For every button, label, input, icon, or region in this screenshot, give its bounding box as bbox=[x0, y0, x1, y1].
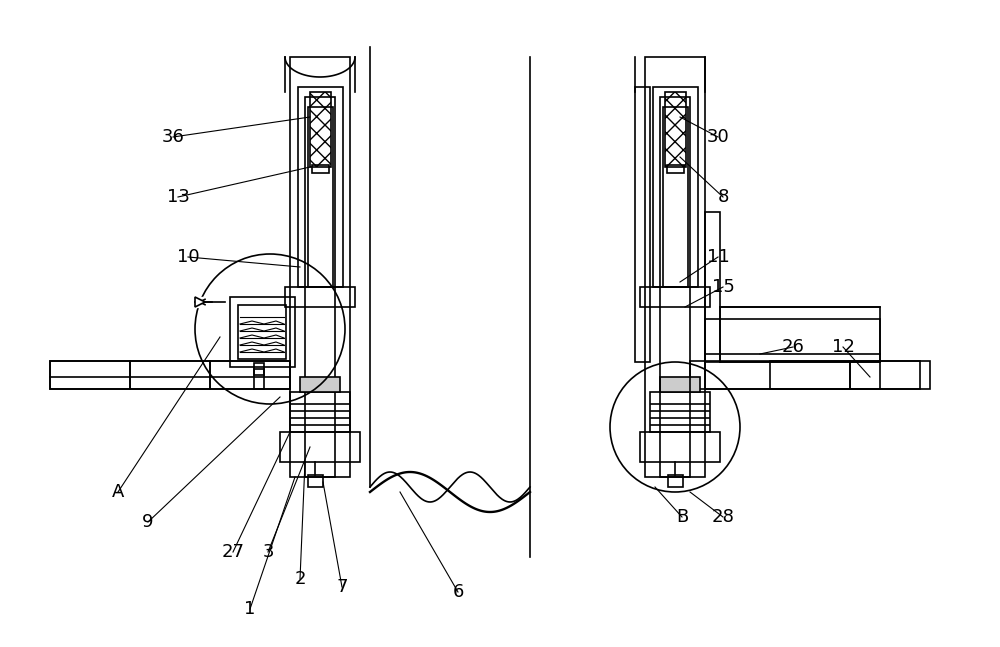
Bar bbox=[305, 97, 335, 477]
Bar bbox=[230, 297, 295, 367]
Bar bbox=[210, 361, 290, 389]
Bar bbox=[50, 361, 290, 389]
Bar bbox=[298, 87, 343, 287]
Bar bbox=[308, 475, 323, 487]
Bar bbox=[663, 107, 688, 287]
Bar bbox=[50, 361, 130, 389]
Text: 28: 28 bbox=[712, 508, 734, 526]
Text: 11: 11 bbox=[707, 248, 729, 266]
Bar bbox=[645, 57, 705, 477]
Text: 26: 26 bbox=[782, 338, 804, 356]
Bar bbox=[667, 165, 684, 173]
Text: 36: 36 bbox=[162, 128, 184, 146]
Bar bbox=[668, 475, 683, 487]
Text: 9: 9 bbox=[142, 513, 154, 531]
Bar bbox=[254, 369, 264, 389]
Bar bbox=[690, 361, 920, 389]
Bar bbox=[770, 361, 850, 389]
Polygon shape bbox=[195, 297, 205, 307]
Text: 1: 1 bbox=[244, 600, 256, 618]
Bar bbox=[300, 377, 340, 392]
Text: 27: 27 bbox=[222, 543, 244, 561]
Text: 8: 8 bbox=[717, 188, 729, 206]
Bar bbox=[653, 87, 698, 287]
Text: 12: 12 bbox=[832, 338, 854, 356]
Bar bbox=[308, 107, 333, 287]
Text: 7: 7 bbox=[336, 578, 348, 596]
Text: 30: 30 bbox=[707, 128, 729, 146]
Text: 2: 2 bbox=[294, 570, 306, 588]
Bar bbox=[290, 392, 350, 432]
Bar bbox=[285, 287, 355, 307]
Bar bbox=[705, 212, 720, 362]
Bar bbox=[640, 432, 720, 462]
Text: 3: 3 bbox=[262, 543, 274, 561]
Bar bbox=[660, 97, 690, 477]
Text: 10: 10 bbox=[177, 248, 199, 266]
Bar bbox=[850, 361, 930, 389]
Bar bbox=[705, 319, 880, 389]
Text: 15: 15 bbox=[712, 278, 734, 296]
Text: B: B bbox=[676, 508, 688, 526]
Text: 6: 6 bbox=[452, 583, 464, 601]
Bar bbox=[310, 92, 331, 167]
Bar bbox=[665, 92, 686, 167]
Bar bbox=[290, 57, 350, 477]
Bar bbox=[640, 287, 710, 307]
Bar bbox=[635, 87, 650, 362]
Bar bbox=[130, 361, 210, 389]
Bar bbox=[650, 392, 710, 432]
Bar bbox=[238, 305, 286, 359]
Text: A: A bbox=[112, 483, 124, 501]
Bar bbox=[254, 363, 264, 375]
Bar bbox=[660, 377, 700, 392]
Bar bbox=[280, 432, 360, 462]
Text: 13: 13 bbox=[167, 188, 189, 206]
Bar bbox=[720, 307, 880, 362]
Bar bbox=[312, 165, 329, 173]
